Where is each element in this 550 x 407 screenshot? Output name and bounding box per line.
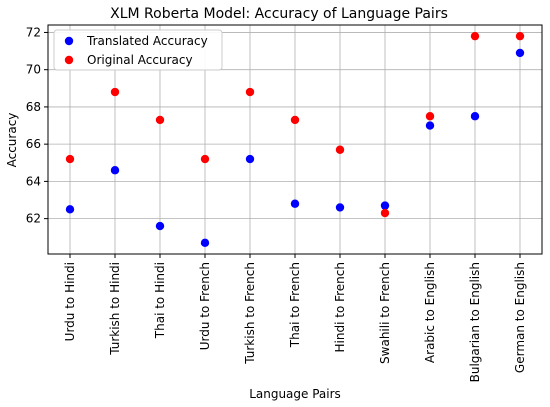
data-point xyxy=(155,221,165,231)
legend: Translated Accuracy Original Accuracy xyxy=(53,29,223,71)
data-points xyxy=(65,31,525,248)
x-axis-label: Language Pairs xyxy=(249,387,341,401)
x-tick-label: Hindi to French xyxy=(333,262,347,352)
data-point xyxy=(110,87,120,97)
data-point xyxy=(290,199,300,208)
data-point xyxy=(290,115,300,125)
data-point xyxy=(425,112,435,121)
data-point xyxy=(425,121,435,130)
legend-label: Original Accuracy xyxy=(87,53,193,67)
y-tick-label: 64 xyxy=(26,174,41,188)
legend-box xyxy=(53,29,223,71)
y-axis-ticks: 62 64 66 68 70 72 xyxy=(26,25,48,226)
x-tick-label: German to English xyxy=(513,262,527,373)
data-point xyxy=(380,208,390,218)
y-tick-label: 62 xyxy=(26,212,41,226)
data-point xyxy=(245,154,255,164)
x-tick-label: Thai to French xyxy=(288,262,302,348)
data-point xyxy=(155,115,165,125)
x-tick-label: Swahili to French xyxy=(378,262,392,364)
legend-marker xyxy=(64,36,74,46)
data-point xyxy=(515,48,525,58)
x-tick-label: Turkish to French xyxy=(243,262,257,365)
data-point xyxy=(335,145,345,154)
data-point xyxy=(65,205,75,214)
y-tick-label: 68 xyxy=(26,100,41,114)
data-point xyxy=(335,203,345,212)
chart-title: XLM Roberta Model: Accuracy of Language … xyxy=(110,6,448,22)
data-point xyxy=(200,154,210,164)
data-point xyxy=(110,166,120,175)
y-axis-label: Accuracy xyxy=(5,113,19,168)
y-tick-label: 72 xyxy=(26,25,41,39)
y-tick-label: 70 xyxy=(26,63,41,77)
x-tick-label: Urdu to Hindi xyxy=(63,262,77,341)
data-point xyxy=(200,238,210,248)
data-point xyxy=(470,31,480,41)
y-tick-label: 66 xyxy=(26,137,41,151)
x-tick-label: Turkish to Hindi xyxy=(108,262,122,356)
x-tick-label: Arabic to English xyxy=(423,262,437,363)
legend-marker xyxy=(64,55,74,65)
data-point xyxy=(380,201,390,210)
data-point xyxy=(245,87,255,97)
data-point xyxy=(515,31,525,41)
x-tick-label: Urdu to French xyxy=(198,262,212,350)
data-point xyxy=(65,154,75,164)
x-axis-ticks: Urdu to Hindi Turkish to Hindi Thai to Hin… xyxy=(63,254,527,382)
data-point xyxy=(470,112,480,121)
x-tick-label: Bulgarian to English xyxy=(468,262,482,382)
x-tick-label: Thai to Hindi xyxy=(153,262,167,339)
legend-label: Translated Accuracy xyxy=(86,34,208,48)
